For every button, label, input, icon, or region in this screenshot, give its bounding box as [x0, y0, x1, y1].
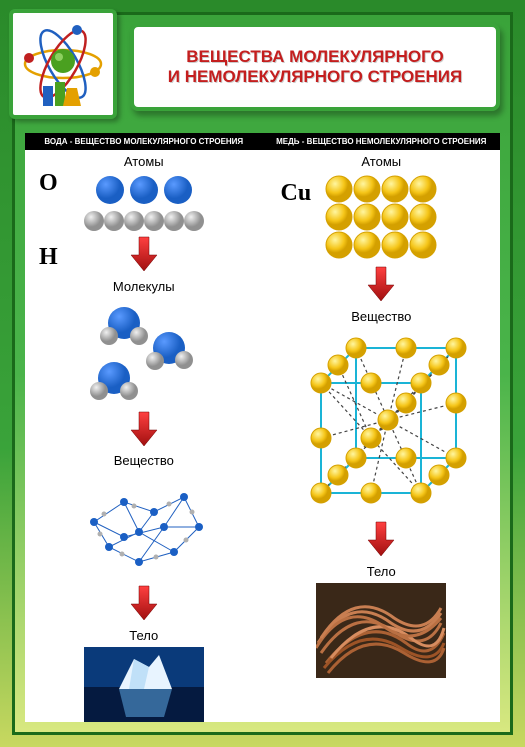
right-col-header: МЕДЬ - ВЕЩЕСТВО НЕМОЛЕКУЛЯРНОГО СТРОЕНИЯ — [263, 133, 501, 150]
left-molecules-label: Молекулы — [113, 279, 175, 294]
left-body-section: Тело — [25, 624, 263, 722]
down-arrow-icon — [366, 265, 396, 303]
hydrogen-symbol: H — [39, 244, 58, 271]
copper-atoms-grid — [311, 173, 451, 263]
left-substance-section: Вещество — [25, 449, 263, 582]
copper-wire-photo — [316, 583, 446, 678]
poster-frame: ВЕЩЕСТВА МОЛЕКУЛЯРНОГО И НЕМОЛЕКУЛЯРНОГО… — [0, 0, 525, 747]
water-molecules-diagram — [69, 298, 219, 408]
content-panel: ВОДА - ВЕЩЕСТВО МОЛЕКУЛЯРНОГО СТРОЕНИЯ А… — [25, 133, 500, 722]
atom-logo-icon — [15, 16, 111, 112]
right-substance-section: Вещество — [263, 305, 501, 518]
right-column: МЕДЬ - ВЕЩЕСТВО НЕМОЛЕКУЛЯРНОГО СТРОЕНИЯ… — [263, 133, 501, 722]
left-body-label: Тело — [129, 628, 158, 643]
logo-box — [9, 9, 117, 119]
right-atoms-label: Атомы — [361, 154, 401, 169]
copper-symbol: Cu — [281, 180, 312, 207]
left-column: ВОДА - ВЕЩЕСТВО МОЛЕКУЛЯРНОГО СТРОЕНИЯ А… — [25, 133, 263, 722]
left-atoms-section: Атомы O H — [25, 150, 263, 233]
copper-lattice-diagram — [291, 328, 471, 518]
down-arrow-icon — [129, 584, 159, 622]
right-substance-label: Вещество — [351, 309, 411, 324]
left-substance-label: Вещество — [114, 453, 174, 468]
left-molecules-section: Молекулы — [25, 275, 263, 408]
right-body-section: Тело — [263, 560, 501, 678]
down-arrow-icon — [129, 235, 159, 273]
oxygen-symbol: O — [39, 170, 58, 197]
right-body-label: Тело — [367, 564, 396, 579]
iceberg-photo — [84, 647, 204, 722]
left-col-header: ВОДА - ВЕЩЕСТВО МОЛЕКУЛЯРНОГО СТРОЕНИЯ — [25, 133, 263, 150]
oxygen-atoms-row — [95, 175, 193, 205]
right-atoms-section: Атомы Cu — [263, 150, 501, 263]
left-atoms-label: Атомы — [124, 154, 164, 169]
poster-inner: ВЕЩЕСТВА МОЛЕКУЛЯРНОГО И НЕМОЛЕКУЛЯРНОГО… — [12, 12, 513, 735]
down-arrow-icon — [129, 410, 159, 448]
ice-crystal-diagram — [64, 472, 224, 582]
title-line2: И НЕМОЛЕКУЛЯРНОГО СТРОЕНИЯ — [168, 67, 463, 87]
title-header: ВЕЩЕСТВА МОЛЕКУЛЯРНОГО И НЕМОЛЕКУЛЯРНОГО… — [130, 23, 500, 111]
down-arrow-icon — [366, 520, 396, 558]
title-line1: ВЕЩЕСТВА МОЛЕКУЛЯРНОГО — [186, 47, 444, 67]
hydrogen-atoms-row — [84, 211, 204, 231]
